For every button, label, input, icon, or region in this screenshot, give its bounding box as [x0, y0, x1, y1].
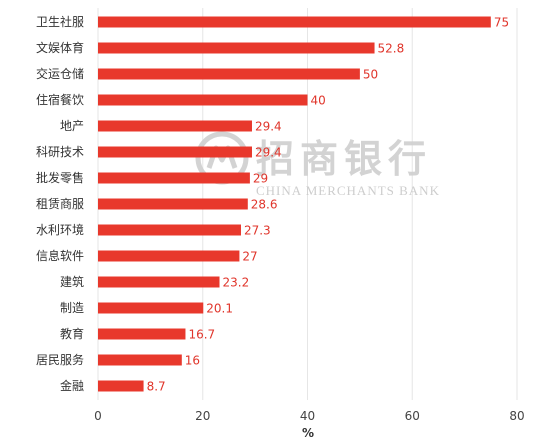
value-label: 27.3: [244, 224, 271, 238]
watermark-name-cn: 招商银行: [256, 136, 432, 181]
value-label: 29: [253, 172, 268, 186]
category-label: 制造: [60, 301, 84, 315]
bar: [98, 328, 186, 340]
bar: [98, 354, 182, 366]
category-label: 住宿餐饮: [36, 92, 84, 107]
value-label: 29.4: [255, 120, 282, 134]
watermark-name-en: CHINA MERCHANTS BANK: [256, 183, 440, 198]
x-tick-labels: 0 20 40 60 80: [94, 409, 524, 423]
bar: [98, 42, 375, 54]
value-label: 50: [363, 68, 378, 82]
watermark: 招商银行 CHINA MERCHANTS BANK: [195, 131, 440, 198]
value-label: 8.7: [147, 380, 166, 394]
x-tick-label: 60: [405, 409, 420, 423]
category-label: 地产: [60, 119, 84, 133]
bar: [98, 172, 250, 184]
x-axis-title: %: [302, 426, 314, 440]
category-label: 科研技术: [36, 145, 84, 159]
value-label: 16.7: [188, 328, 215, 342]
value-label: 75: [494, 16, 509, 30]
bar: [98, 198, 248, 210]
category-label: 金融: [60, 378, 84, 393]
value-label: 16: [185, 354, 200, 368]
bar: [98, 250, 240, 262]
bar: [98, 380, 144, 392]
x-tick-label: 80: [509, 409, 524, 423]
bar: [98, 94, 308, 106]
bars: [98, 16, 491, 392]
bar: [98, 276, 220, 288]
category-label: 信息软件: [36, 248, 84, 263]
x-tick-label: 40: [300, 409, 315, 423]
value-label: 27: [242, 250, 257, 264]
value-labels: 75 52.850 40 29.4 29.4 29 28.6 27.3 27 23.2 20.1 16…: [147, 16, 510, 394]
bar: [98, 224, 241, 236]
category-label: 租赁商服: [36, 196, 84, 211]
category-label: 居民服务: [36, 352, 84, 367]
x-tick-label: 20: [195, 409, 210, 423]
bar: [98, 302, 204, 314]
category-label: 交运仓储: [36, 66, 84, 81]
x-tick-label: 0: [94, 409, 102, 423]
category-label: 文娱体育: [36, 40, 84, 55]
value-label: 28.6: [251, 198, 278, 212]
value-label: 29.4: [255, 146, 282, 160]
bar: [98, 146, 252, 158]
category-labels: 卫生社服文娱体育交运仓储住宿餐饮地产科研技术批发零售租赁商服水利环境信息软件建筑…: [36, 14, 84, 393]
category-label: 水利环境: [36, 222, 84, 237]
category-label: 批发零售: [36, 170, 84, 185]
category-label: 教育: [60, 326, 84, 341]
value-label: 40: [311, 94, 326, 108]
bar: [98, 16, 491, 28]
value-label: 20.1: [206, 302, 233, 316]
bar: [98, 68, 360, 80]
bar: [98, 120, 252, 132]
value-label: 23.2: [223, 276, 250, 290]
category-label: 卫生社服: [36, 14, 84, 29]
category-label: 建筑: [60, 274, 84, 289]
value-label: 52.8: [378, 42, 405, 56]
